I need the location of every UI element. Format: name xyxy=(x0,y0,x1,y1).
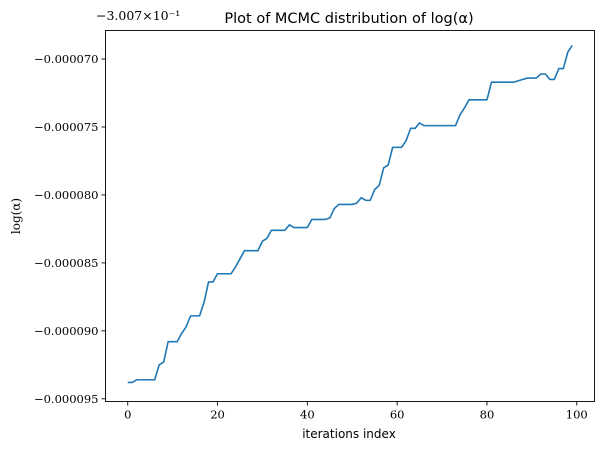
y-tick-label: −0.000095 xyxy=(34,392,99,406)
x-tick-label: 40 xyxy=(300,408,315,422)
series-line xyxy=(127,45,573,384)
y-tick-label: −0.000090 xyxy=(34,324,99,338)
x-tick-label: 60 xyxy=(390,408,405,422)
x-tick-label: 20 xyxy=(210,408,225,422)
y-axis-label: log(α) xyxy=(9,198,23,234)
y-tick-label: −0.000085 xyxy=(34,256,99,270)
y-tick-label: −0.000070 xyxy=(34,52,99,66)
x-axis-label: iterations index xyxy=(302,427,396,441)
x-tick-label: 80 xyxy=(480,408,495,422)
x-tick-label: 100 xyxy=(566,408,588,422)
y-tick-label: −0.000075 xyxy=(34,120,99,134)
y-tick-label: −0.000080 xyxy=(34,188,99,202)
x-axis: 0 20 40 60 80 100 xyxy=(124,401,588,422)
plot-frame xyxy=(105,30,595,402)
y-axis: −0.000070 −0.000075 −0.000080 −0.000085 −0.0… xyxy=(34,52,106,406)
y-axis-offset-label: −3.007×10⁻¹ xyxy=(96,8,180,23)
x-tick-label: 0 xyxy=(124,408,131,422)
chart-title: Plot of MCMC distribution of log(α) xyxy=(224,11,473,27)
